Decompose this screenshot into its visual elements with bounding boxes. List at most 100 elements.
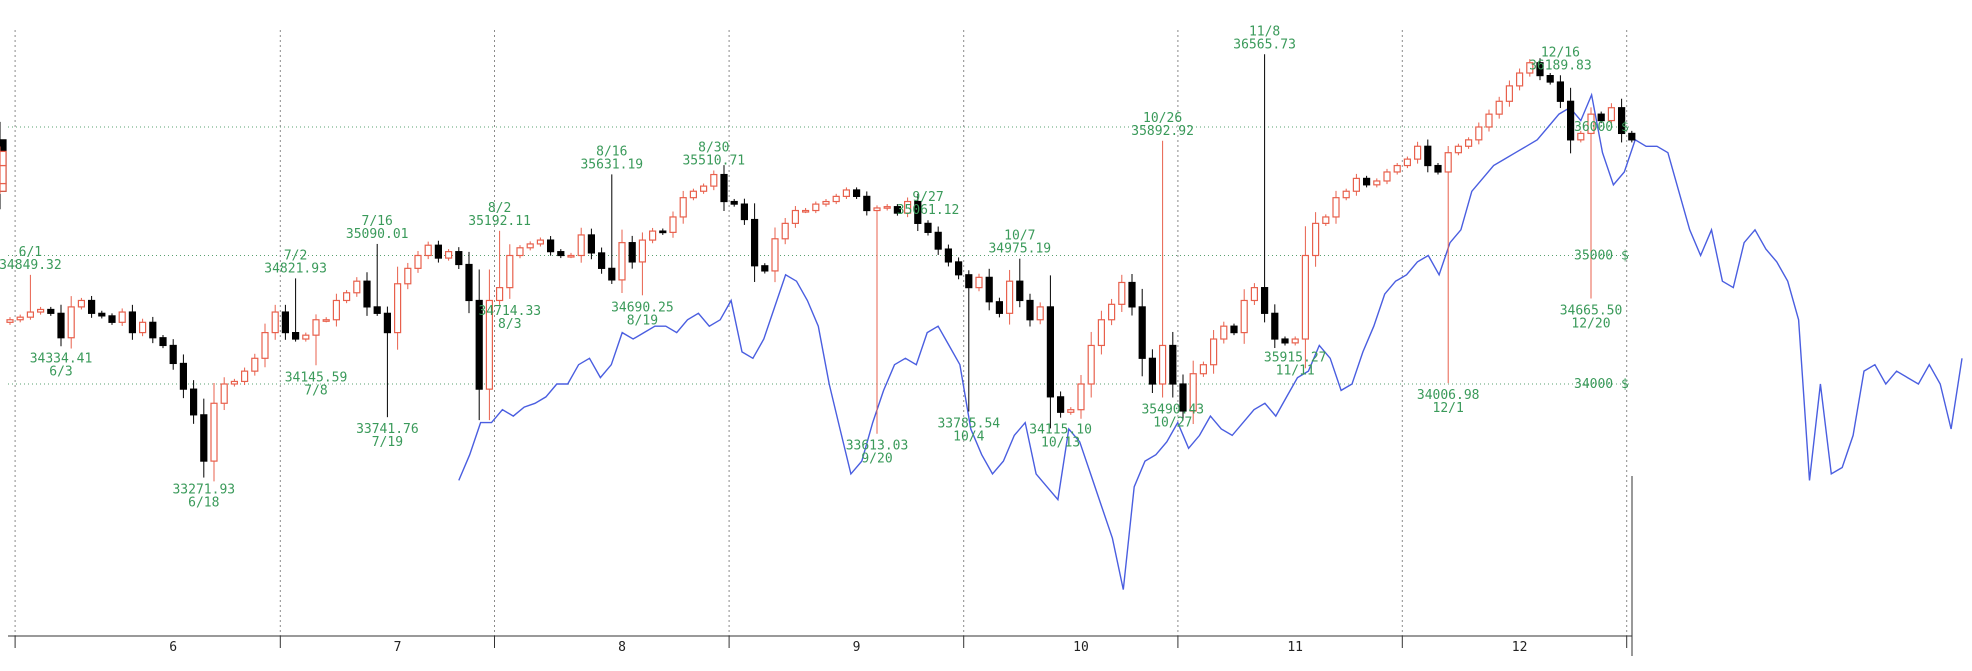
candle-body-56 — [577, 234, 585, 257]
candle-78 — [801, 207, 810, 214]
candle-106 — [1087, 331, 1095, 398]
candle-body-12 — [128, 311, 136, 334]
candle-body-98 — [1005, 280, 1014, 314]
annotation-10: 34690.258/19 — [611, 300, 674, 328]
annotation-text-10-1: 8/19 — [627, 313, 658, 328]
candle-163 — [0, 146, 7, 171]
candle-body-48 — [496, 287, 504, 302]
annotation-text-20-1: 11/11 — [1276, 363, 1315, 378]
annotation-text-22-0: 12/16 — [1541, 45, 1580, 60]
candle-body-25 — [261, 332, 269, 359]
candle-body-133 — [1362, 177, 1371, 186]
candle-body-107 — [1097, 319, 1106, 347]
candle-150 — [1536, 58, 1544, 81]
candle-body-111 — [1138, 306, 1146, 359]
candle-130 — [1332, 190, 1340, 224]
candle-body-31 — [322, 319, 330, 322]
candle-149 — [1526, 59, 1534, 77]
candle-77 — [791, 206, 800, 228]
candle-99 — [1016, 258, 1024, 308]
candle-body-22 — [230, 380, 238, 385]
annotation-text-0-1: 34849.32 — [0, 258, 62, 273]
candle-body-37 — [383, 312, 391, 334]
candle-6 — [67, 296, 75, 349]
candle-52 — [536, 237, 545, 247]
candle-48 — [496, 230, 504, 305]
annotation-text-21-0: 34006.98 — [1417, 388, 1480, 403]
candle-body-86 — [883, 206, 891, 209]
candle-body-73 — [750, 218, 759, 267]
candle-body-34 — [353, 280, 361, 294]
candle-87 — [893, 204, 902, 216]
candle-50 — [516, 245, 524, 259]
candle-144 — [1475, 122, 1483, 145]
annotation-text-14-1: 10/4 — [953, 430, 984, 445]
axes: 6 7 8 9 10 11 12 34000 $ 35000 $ 36000 $ — [8, 120, 1633, 656]
candle-2 — [26, 274, 34, 320]
candle-body-113 — [1158, 344, 1167, 385]
candle-body-123 — [1260, 287, 1269, 314]
candle-85 — [873, 205, 881, 434]
candle-body-81 — [832, 195, 840, 203]
candle-109 — [1118, 274, 1126, 312]
candle-body-45 — [465, 263, 473, 302]
candle-body-47 — [485, 299, 493, 390]
candle-body-162 — [0, 164, 7, 185]
candle-66 — [679, 190, 687, 224]
annotation-text-19-0: 11/8 — [1249, 24, 1280, 39]
annotation-text-18-0: 35490.43 — [1141, 402, 1204, 417]
x-tick-label-0: 6 — [169, 640, 177, 655]
candle-129 — [1322, 214, 1330, 226]
candle-body-29 — [302, 334, 310, 340]
candle-39 — [404, 262, 412, 290]
x-tick-label-4: 10 — [1073, 640, 1089, 655]
candle-158 — [1617, 98, 1626, 143]
candle-body-9 — [98, 312, 106, 317]
candle-body-108 — [1107, 303, 1116, 321]
candle-65 — [669, 211, 677, 238]
candle-body-149 — [1526, 62, 1534, 74]
candle-body-129 — [1322, 216, 1330, 224]
annotation-text-3-0: 7/2 — [284, 248, 307, 263]
candle-body-152 — [1556, 81, 1565, 102]
candle-14 — [149, 316, 157, 344]
candle-32 — [332, 293, 340, 327]
candle-111 — [1138, 288, 1146, 377]
candle-body-163 — [0, 150, 7, 167]
candle-29 — [302, 332, 310, 342]
candle-body-158 — [1617, 107, 1626, 135]
candle-body-100 — [1026, 299, 1034, 321]
candle-body-59 — [608, 267, 616, 281]
annotation-text-5-0: 7/16 — [362, 214, 393, 229]
candle-124 — [1271, 304, 1279, 349]
candle-body-46 — [475, 299, 483, 390]
candle-62 — [638, 232, 647, 296]
annotation-text-23-0: 34665.50 — [1560, 303, 1623, 318]
candle-151 — [1546, 73, 1554, 85]
candle-body-154 — [1577, 132, 1585, 141]
candle-71 — [730, 198, 738, 207]
candle-body-112 — [1148, 357, 1157, 385]
candle-body-21 — [220, 383, 228, 404]
candle-body-126 — [1291, 338, 1299, 344]
candle-80 — [822, 198, 830, 207]
annotation-text-11-1: 35510.71 — [682, 153, 745, 168]
annotation-text-10-0: 34690.25 — [611, 300, 674, 315]
candle-110 — [1128, 273, 1136, 316]
candle-body-87 — [893, 206, 902, 214]
candle-127 — [1301, 226, 1310, 369]
candle-18 — [190, 380, 198, 424]
annotation-text-4-1: 7/8 — [304, 383, 327, 398]
candle-1 — [16, 314, 24, 323]
candle-body-27 — [281, 311, 289, 334]
candle-body-2 — [26, 311, 34, 318]
candle-body-57 — [587, 234, 596, 254]
candle-76 — [781, 217, 789, 245]
candle-body-83 — [852, 189, 861, 197]
candle-body-16 — [169, 344, 177, 365]
candle-body-120 — [1230, 325, 1238, 334]
candle-73 — [750, 203, 759, 282]
candle-107 — [1097, 310, 1106, 355]
